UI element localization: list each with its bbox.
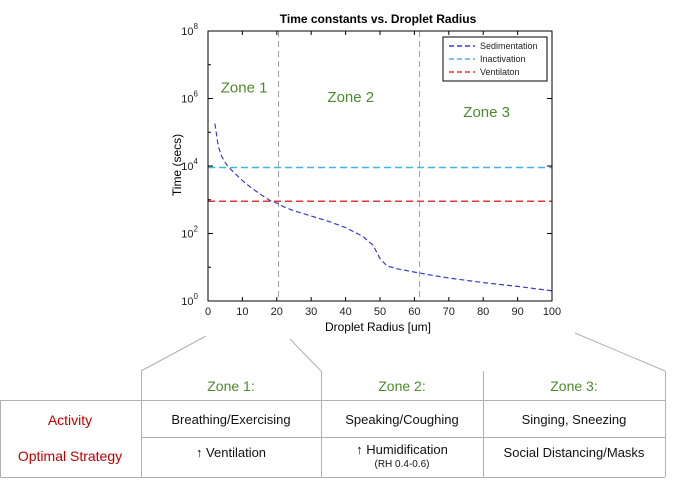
- x-tick-label: 100: [543, 306, 561, 318]
- strategy-row-label: Optimal Strategy: [17, 448, 123, 464]
- zone-3-heading: Zone 3:: [550, 378, 598, 394]
- legend: Sedimentation Inactivation Ventilaton: [442, 36, 548, 82]
- table-divider: [0, 400, 1, 477]
- y-tick-label: 104: [181, 157, 198, 173]
- series-line-sedimentation: [214, 123, 553, 292]
- activity-zone-2: Speaking/Coughing: [345, 412, 459, 427]
- zone-2-heading: Zone 2:: [378, 378, 426, 394]
- table-rule: [141, 437, 665, 438]
- legend-entry: Inactivation: [480, 54, 526, 64]
- chart-title: Time constants vs. Droplet Radius: [280, 12, 477, 26]
- x-tick-label: 20: [271, 306, 283, 318]
- zone-label-3: Zone 3: [463, 104, 510, 121]
- zone-label-2: Zone 2: [327, 89, 374, 106]
- table-rule: [0, 477, 665, 478]
- x-tick-label: 10: [236, 306, 248, 318]
- activity-zone-1: Breathing/Exercising: [171, 412, 291, 427]
- y-tick-label: 100: [181, 292, 198, 308]
- x-tick-label: 60: [408, 306, 420, 318]
- strategy-zone-2-note: (RH 0.4-0.6): [374, 459, 430, 470]
- x-tick-label: 80: [477, 306, 489, 318]
- y-tick-label: 108: [181, 22, 198, 38]
- x-tick-label: 70: [443, 306, 455, 318]
- legend-entry: Ventilaton: [480, 67, 520, 77]
- strategy-zone-3: Social Distancing/Masks: [503, 445, 645, 460]
- table-divider: [141, 371, 142, 477]
- activity-zone-3: Singing, Sneezing: [521, 412, 627, 427]
- activity-row-label: Activity: [47, 412, 93, 428]
- y-tick-label: 102: [181, 225, 198, 241]
- x-tick-label: 50: [374, 306, 386, 318]
- x-tick-label: 40: [339, 306, 351, 318]
- strategy-zone-2: ↑ Humidification (RH 0.4-0.6): [321, 442, 483, 470]
- x-axis-label: Droplet Radius [um]: [325, 320, 431, 334]
- x-tick-label: 30: [305, 306, 317, 318]
- table-divider: [321, 371, 322, 477]
- y-tick-label: 106: [181, 90, 198, 106]
- zone-1-heading: Zone 1:: [207, 378, 255, 394]
- table-divider: [665, 371, 666, 477]
- table-rule: [0, 400, 665, 401]
- x-tick-label: 0: [205, 306, 211, 318]
- zone-label-1: Zone 1: [221, 80, 268, 97]
- table-divider: [483, 371, 484, 477]
- strategy-zone-1: ↑ Ventilation: [195, 445, 267, 460]
- time-constants-chart: Time constants vs. Droplet Radius Zone 1…: [170, 12, 561, 334]
- legend-entry: Sedimentation: [480, 41, 538, 51]
- strategy-zone-2-text: ↑ Humidification: [356, 442, 448, 457]
- y-axis-label: Time (secs): [170, 134, 184, 196]
- x-tick-label: 90: [511, 306, 523, 318]
